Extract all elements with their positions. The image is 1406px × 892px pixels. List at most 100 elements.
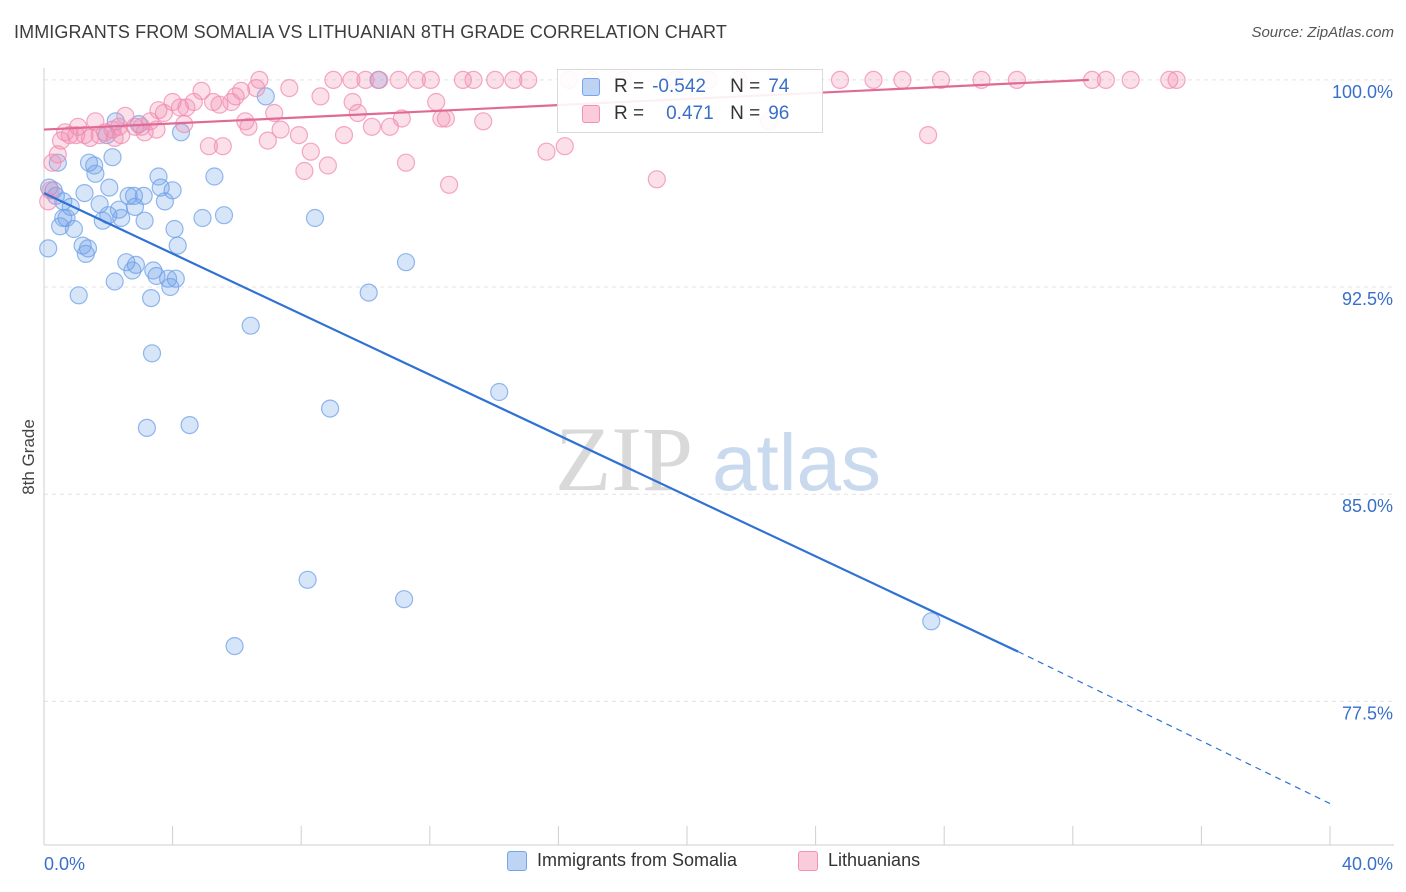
lithuanian-point	[280, 78, 299, 98]
tick-labels: 100.0% 92.5% 85.0% 77.5% 0.0% 40.0%	[44, 82, 1393, 874]
r-label: R =	[614, 103, 645, 124]
legend-label-somalia: Immigrants from Somalia	[537, 850, 738, 870]
lithuanian-point	[392, 109, 411, 128]
lithuanian-point	[1167, 70, 1186, 90]
n-label: N =	[730, 76, 761, 97]
lithuanian-point	[474, 112, 493, 131]
somalia-point	[193, 208, 212, 228]
legend-swatch-lithuanians	[798, 850, 818, 871]
lithuanian-point	[265, 103, 284, 123]
y-tick-label: 92.5%	[1342, 289, 1393, 309]
lithuanian-point	[213, 137, 232, 156]
lithuanian-point	[348, 103, 367, 123]
somalia-trend-extension	[1017, 651, 1331, 805]
watermark-atlas: atlas	[712, 418, 881, 507]
lithuanian-point	[537, 142, 556, 161]
n-value: 96	[768, 103, 790, 124]
source-label: Source: ZipAtlas.com	[1251, 24, 1394, 41]
x-tick-label: 40.0%	[1342, 854, 1393, 874]
lithuanian-point	[356, 70, 375, 90]
lithuanian-point	[295, 161, 314, 181]
somalia-point	[214, 206, 234, 225]
lithuanian-point	[440, 175, 459, 194]
lithuanian-point	[427, 92, 446, 112]
somalia-point	[396, 253, 416, 272]
y-axis-label: 8th Grade	[19, 419, 38, 495]
lithuanian-point	[318, 156, 337, 175]
somalia-point	[225, 636, 244, 656]
somalia-point	[135, 211, 154, 230]
somalia-point	[78, 239, 98, 258]
somalia-point	[180, 416, 199, 435]
lithuanian-point	[324, 70, 343, 90]
lithuanian-point	[421, 70, 440, 90]
somalia-point	[75, 184, 94, 203]
n-value: 74	[768, 76, 790, 97]
lithuanian-point	[519, 70, 538, 90]
lithuanian-point	[389, 70, 408, 90]
somalia-point	[144, 261, 163, 280]
somalia-point	[69, 286, 88, 305]
watermark: ZIP atlas	[555, 408, 881, 510]
lithuanian-point	[342, 70, 361, 90]
lithuanian-point	[210, 95, 229, 114]
somalia-point	[105, 272, 124, 291]
somalia-point	[241, 316, 260, 335]
somalia-point	[86, 164, 105, 183]
lithuanian-point	[647, 170, 666, 189]
somalia-point	[395, 590, 414, 609]
data-points	[39, 70, 1186, 656]
lithuanian-point	[311, 87, 330, 106]
legend-item-lithuanians[interactable]: Lithuanians	[798, 850, 920, 871]
watermark-zip: ZIP	[555, 408, 693, 510]
lithuanian-point	[893, 70, 912, 90]
lithuanian-point	[1096, 70, 1116, 90]
somalia-point	[61, 197, 80, 216]
r-value: -0.542	[652, 76, 706, 97]
somalia-point	[163, 181, 182, 200]
lithuanian-point	[258, 131, 277, 150]
lithuanian-point	[232, 81, 251, 101]
somalia-point	[142, 289, 161, 308]
somalia-point	[126, 255, 145, 274]
axes	[43, 68, 1394, 846]
lithuanian-point	[453, 70, 472, 90]
stats-swatch-somalia	[582, 78, 600, 96]
somalia-point	[149, 167, 168, 186]
lithuanian-point	[464, 70, 483, 90]
somalia-point	[359, 283, 378, 302]
lithuanian-point	[48, 145, 67, 164]
somalia-point	[100, 178, 119, 197]
somalia-point	[39, 239, 58, 258]
chart-title: IMMIGRANTS FROM SOMALIA VS LITHUANIAN 8T…	[14, 22, 727, 42]
lithuanian-point	[504, 70, 523, 90]
stats-swatch-lithuanians	[582, 105, 600, 123]
lithuanian-point	[830, 70, 850, 90]
lithuanian-point	[555, 137, 574, 156]
lithuanian-point	[334, 126, 354, 145]
legend-item-somalia[interactable]: Immigrants from Somalia	[507, 850, 737, 871]
somalia-point	[57, 208, 76, 228]
x-tick-label: 0.0%	[44, 854, 85, 874]
lithuanian-point	[343, 92, 362, 112]
lithuanian-point	[132, 117, 151, 136]
lithuanian-point	[149, 101, 168, 120]
lithuanian-point	[918, 126, 938, 145]
y-tick-label: 100.0%	[1332, 82, 1393, 102]
somalia-point	[490, 382, 509, 402]
somalia-point	[64, 219, 84, 239]
stats-row-lithuanians: R = 0.471 N = 96	[582, 100, 789, 128]
somalia-point	[305, 208, 325, 228]
somalia-point	[134, 186, 153, 205]
somalia-point	[137, 418, 156, 437]
somalia-point	[151, 178, 170, 197]
lithuanian-point	[199, 137, 218, 156]
somalia-point	[119, 186, 138, 205]
lithuanian-point	[250, 70, 269, 90]
lithuanian-point	[1121, 70, 1140, 90]
lithuanian-point	[1160, 70, 1179, 90]
somalia-point	[147, 266, 166, 286]
somalia-point	[168, 236, 187, 255]
somalia-point	[79, 153, 99, 172]
somalia-point	[321, 399, 340, 418]
